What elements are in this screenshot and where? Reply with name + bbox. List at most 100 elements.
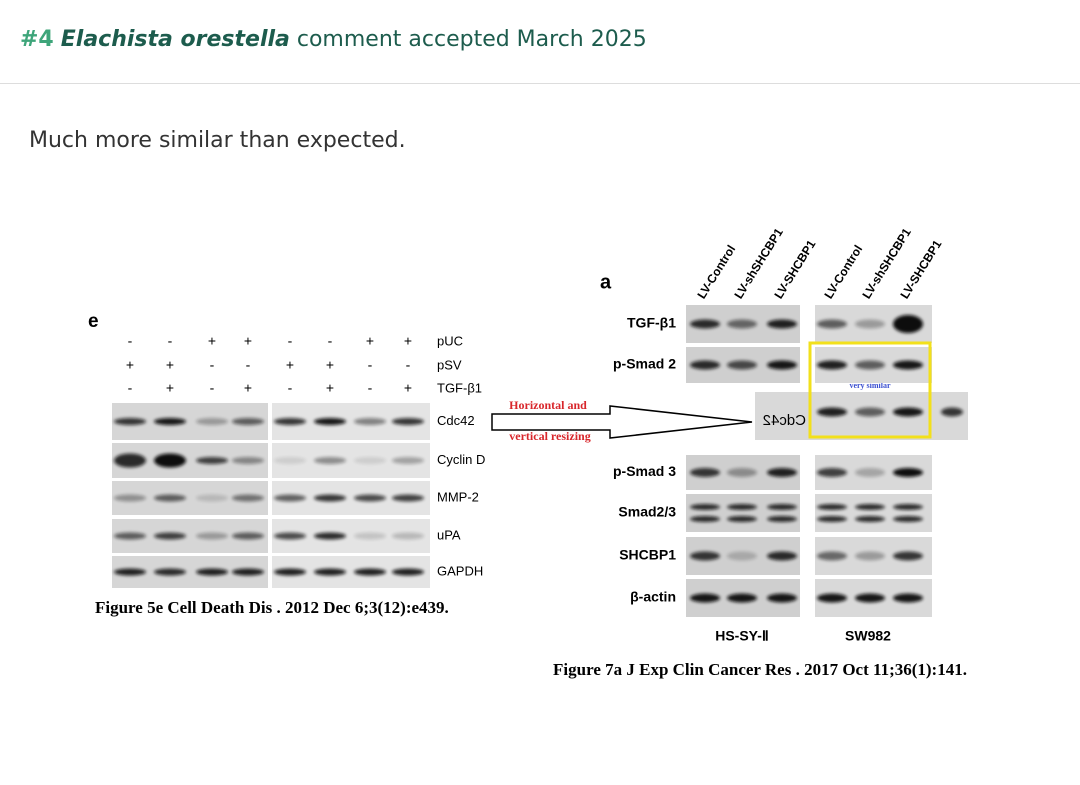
treatment-label: TGF-β1 bbox=[437, 380, 482, 395]
blot-band bbox=[196, 568, 228, 576]
protein-label: β-actin bbox=[630, 589, 676, 605]
blot-band bbox=[855, 360, 885, 370]
blot-band bbox=[354, 457, 386, 464]
blot-band bbox=[232, 418, 264, 425]
blot-band bbox=[392, 457, 424, 464]
treatment-sign: - bbox=[168, 333, 173, 349]
blot-band bbox=[274, 494, 306, 502]
blot-band bbox=[114, 532, 146, 540]
blot-band bbox=[690, 551, 720, 561]
blot-band bbox=[196, 532, 228, 540]
cell-line: HS-SY-Ⅱ bbox=[715, 628, 769, 644]
blot-band bbox=[114, 418, 146, 425]
treatment-sign: - bbox=[368, 357, 373, 373]
figure-caption: Figure 5e Cell Death Dis . 2012 Dec 6;3(… bbox=[95, 598, 449, 617]
blot-band bbox=[893, 504, 923, 510]
comment-text: Much more similar than expected. bbox=[29, 128, 406, 153]
blot-band bbox=[893, 468, 923, 477]
treatment-sign: - bbox=[328, 333, 333, 349]
species-name[interactable]: Elachista orestella bbox=[60, 27, 290, 52]
treatment-sign: - bbox=[128, 333, 133, 349]
lane-label: LV-SHCBP1 bbox=[771, 237, 818, 301]
protein-label: p-Smad 2 bbox=[613, 356, 676, 372]
blot-band bbox=[817, 551, 847, 561]
protein-label: uPA bbox=[437, 527, 461, 542]
comment-number[interactable]: #4 bbox=[20, 27, 54, 52]
protein-label: MMP-2 bbox=[437, 489, 479, 504]
blot-band bbox=[727, 593, 757, 603]
protein-label: Smad2/3 bbox=[618, 504, 676, 520]
treatment-sign: - bbox=[406, 357, 411, 373]
blot-band bbox=[354, 532, 386, 540]
protein-label: TGF-β1 bbox=[627, 315, 676, 331]
blot-band bbox=[817, 468, 847, 477]
blot-band bbox=[855, 516, 885, 522]
treatment-sign: - bbox=[368, 380, 373, 396]
blot-band bbox=[893, 360, 923, 370]
treatment-sign: - bbox=[210, 357, 215, 373]
blot-band bbox=[767, 360, 797, 370]
treatment-sign: + bbox=[404, 333, 412, 349]
blot-band bbox=[232, 532, 264, 540]
blot-band bbox=[114, 568, 146, 576]
treatment-sign: + bbox=[244, 380, 252, 396]
blot-band bbox=[690, 468, 720, 477]
blot-band bbox=[855, 319, 885, 329]
blot-band bbox=[855, 551, 885, 561]
blot-band bbox=[690, 593, 720, 603]
blot-band bbox=[690, 504, 720, 510]
blot-band bbox=[817, 407, 847, 417]
annotation-text: Horizontal and bbox=[509, 398, 587, 412]
cell-line: SW982 bbox=[845, 628, 891, 644]
blot-band bbox=[727, 504, 757, 510]
blot-band bbox=[893, 593, 923, 603]
blot-band bbox=[893, 315, 923, 333]
blot-band bbox=[114, 494, 146, 502]
blot-band bbox=[232, 494, 264, 502]
treatment-sign: + bbox=[326, 380, 334, 396]
blot-band bbox=[893, 551, 923, 561]
panel-letter: a bbox=[600, 271, 612, 293]
mirrored-label: Cdc42 bbox=[763, 412, 806, 429]
blot-band bbox=[392, 418, 424, 425]
blot-band bbox=[727, 360, 757, 370]
treatment-sign: + bbox=[286, 357, 294, 373]
blot-band bbox=[855, 468, 885, 477]
treatment-sign: - bbox=[288, 380, 293, 396]
blot-band bbox=[196, 494, 228, 502]
blot-band bbox=[767, 551, 797, 561]
treatment-label: pSV bbox=[437, 357, 462, 372]
blot-band bbox=[154, 494, 186, 502]
treatment-sign: - bbox=[288, 333, 293, 349]
blot-band bbox=[817, 360, 847, 370]
blot-band bbox=[817, 504, 847, 510]
blot-band bbox=[354, 418, 386, 425]
treatment-sign: - bbox=[210, 380, 215, 396]
blot-band bbox=[154, 568, 186, 576]
protein-label: Cdc42 bbox=[437, 413, 475, 428]
blot-band bbox=[817, 516, 847, 522]
protein-label: Cyclin D bbox=[437, 452, 485, 467]
blot-band bbox=[727, 516, 757, 522]
blot-band bbox=[196, 457, 228, 464]
blot-band bbox=[314, 568, 346, 576]
blot-band bbox=[392, 494, 424, 502]
blot-band bbox=[767, 516, 797, 522]
blot-band bbox=[274, 457, 306, 464]
blot-band bbox=[941, 407, 963, 417]
blot-band bbox=[232, 568, 264, 576]
blot-band bbox=[727, 319, 757, 329]
blot-band bbox=[767, 504, 797, 510]
blot-panel bbox=[686, 494, 800, 532]
cdc42-strip bbox=[755, 392, 968, 440]
treatment-sign: - bbox=[246, 357, 251, 373]
blot-band bbox=[893, 407, 923, 417]
blot-band bbox=[727, 468, 757, 477]
blot-band bbox=[314, 494, 346, 502]
blot-band bbox=[314, 418, 346, 425]
blot-band bbox=[767, 468, 797, 477]
treatment-label: pUC bbox=[437, 333, 463, 348]
treatment-sign: + bbox=[366, 333, 374, 349]
blot-band bbox=[690, 319, 720, 329]
